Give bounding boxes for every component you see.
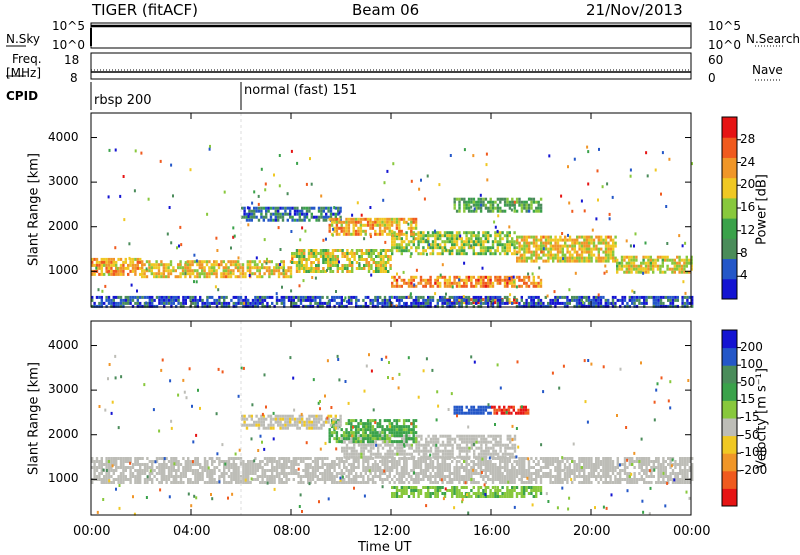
xtick-label-2: 08:00 bbox=[273, 525, 310, 538]
nave-tick-low: 0 bbox=[708, 72, 716, 84]
xtick-label-3: 12:00 bbox=[373, 525, 410, 538]
velocity-cbar-band-6 bbox=[722, 383, 737, 401]
power-cbar-band-8 bbox=[722, 117, 737, 138]
radar-title: TIGER (fitACF) bbox=[92, 3, 198, 18]
velocity-cbar-band-5 bbox=[722, 400, 737, 418]
power-colorbar-label: Power [dB] bbox=[756, 155, 769, 265]
x-axis-label: Time UT bbox=[358, 541, 411, 554]
power-cbar-label-3: 16 bbox=[740, 201, 755, 213]
power-cbar-band-4 bbox=[722, 198, 737, 219]
freq-tick-low: 8 bbox=[70, 72, 78, 84]
ytick-label-0-1: 2000 bbox=[48, 220, 79, 232]
velocity-cbar-label-5: -50 bbox=[740, 429, 760, 441]
cpid-segment-2: normal (fast) 151 bbox=[244, 84, 357, 97]
velocity-cbar-band-0 bbox=[722, 488, 737, 506]
power-cbar-band-0 bbox=[722, 279, 737, 300]
xtick-label-0: 00:00 bbox=[73, 525, 110, 538]
xtick-label-1: 04:00 bbox=[173, 525, 210, 538]
cpid-label: CPID bbox=[6, 90, 38, 102]
nsky-label: N.Sky bbox=[6, 33, 40, 45]
nave-label: Nave bbox=[752, 64, 783, 76]
power-cbar-band-2 bbox=[722, 238, 737, 259]
power-cbar-label-0: 4 bbox=[740, 269, 748, 281]
velocity-cbar-label-0: 200 bbox=[740, 341, 763, 353]
beam-title: Beam 06 bbox=[352, 3, 419, 18]
freq-tick-high: 18 bbox=[64, 54, 79, 66]
velocity-cbar-band-7 bbox=[722, 365, 737, 383]
cpid-segment-1: rbsp 200 bbox=[94, 94, 152, 107]
ytick-label-1-3: 4000 bbox=[48, 339, 79, 351]
power-panel bbox=[91, 113, 693, 308]
power-cbar-label-4: 20 bbox=[740, 178, 755, 190]
power-cbar-label-2: 12 bbox=[740, 224, 755, 236]
power-cbar-band-7 bbox=[722, 137, 737, 158]
date-title: 21/Nov/2013 bbox=[586, 3, 683, 18]
xtick-label-4: 16:00 bbox=[473, 525, 510, 538]
power-cbar-label-6: 28 bbox=[740, 133, 755, 145]
nsky-tick-low: 10^0 bbox=[52, 39, 85, 51]
colorbars bbox=[722, 117, 741, 507]
velocity-ylabel: Slant Range [km] bbox=[28, 354, 41, 484]
freq-label-top: Freq. bbox=[12, 53, 42, 65]
plot-area bbox=[91, 321, 691, 515]
nave-tick-high: 60 bbox=[708, 54, 723, 66]
freq-panel-frame bbox=[91, 53, 691, 79]
freq-label-bottom: [MHz] bbox=[6, 67, 41, 79]
ytick-label-0-0: 1000 bbox=[48, 264, 79, 276]
nsearch-tick-low: 10^0 bbox=[708, 39, 741, 51]
power-cbar-band-1 bbox=[722, 259, 737, 280]
velocity-cbar-band-2 bbox=[722, 453, 737, 471]
ytick-label-0-2: 3000 bbox=[48, 175, 79, 187]
power-cbar-band-5 bbox=[722, 178, 737, 199]
velocity-cbar-band-9 bbox=[722, 330, 737, 348]
velocity-cbar-label-6: -100 bbox=[740, 446, 767, 458]
velocity-cbar-label-2: 50 bbox=[740, 376, 755, 388]
nsearch-label: N.Search bbox=[746, 33, 800, 45]
velocity-cbar-label-1: 100 bbox=[740, 358, 763, 370]
power-cbar-label-5: 24 bbox=[740, 156, 755, 168]
velocity-cbar-label-3: 15 bbox=[740, 393, 755, 405]
ytick-label-1-2: 3000 bbox=[48, 383, 79, 395]
velocity-cbar-label-4: -15 bbox=[740, 411, 760, 423]
power-ylabel: Slant Range [km] bbox=[28, 145, 41, 275]
nsky-tick-high: 10^5 bbox=[52, 20, 85, 32]
power-cbar-band-3 bbox=[722, 218, 737, 239]
velocity-cbar-band-1 bbox=[722, 471, 737, 489]
ytick-label-1-0: 1000 bbox=[48, 472, 79, 484]
xtick-label-6: 00:00 bbox=[673, 525, 710, 538]
velocity-cbar-band-3 bbox=[722, 436, 737, 454]
velocity-panel bbox=[91, 321, 693, 516]
xtick-label-5: 20:00 bbox=[573, 525, 610, 538]
power-cbar-label-1: 8 bbox=[740, 247, 748, 259]
velocity-cbar-band-8 bbox=[722, 348, 737, 366]
nsearch-tick-high: 10^5 bbox=[708, 20, 741, 32]
velocity-cbar-band-4 bbox=[722, 418, 737, 436]
ytick-label-0-3: 4000 bbox=[48, 131, 79, 143]
ytick-label-1-1: 2000 bbox=[48, 428, 79, 440]
velocity-cbar-label-7: -200 bbox=[740, 464, 767, 476]
power-cbar-band-6 bbox=[722, 157, 737, 178]
